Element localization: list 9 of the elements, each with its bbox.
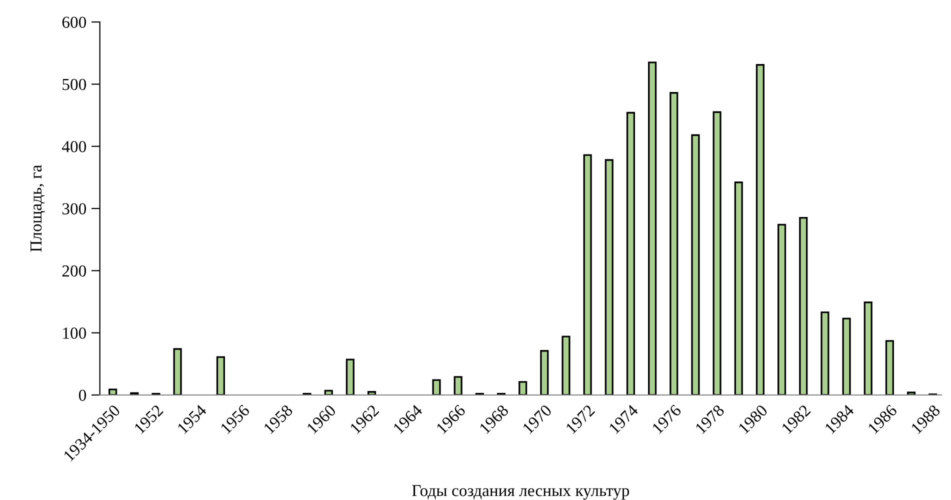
- y-tick-label: 300: [62, 203, 86, 214]
- y-tick-label: 200: [62, 265, 86, 277]
- y-tick-label: 400: [62, 141, 86, 152]
- y-tick-label: 500: [62, 78, 86, 90]
- x-axis-title: Годы создания лесных культур: [412, 485, 630, 500]
- y-tick-label: 0: [78, 390, 86, 401]
- y-tick-label: 600: [62, 16, 86, 28]
- y-axis-title: Площадь, га: [30, 164, 45, 252]
- y-tick-label: 100: [63, 328, 86, 339]
